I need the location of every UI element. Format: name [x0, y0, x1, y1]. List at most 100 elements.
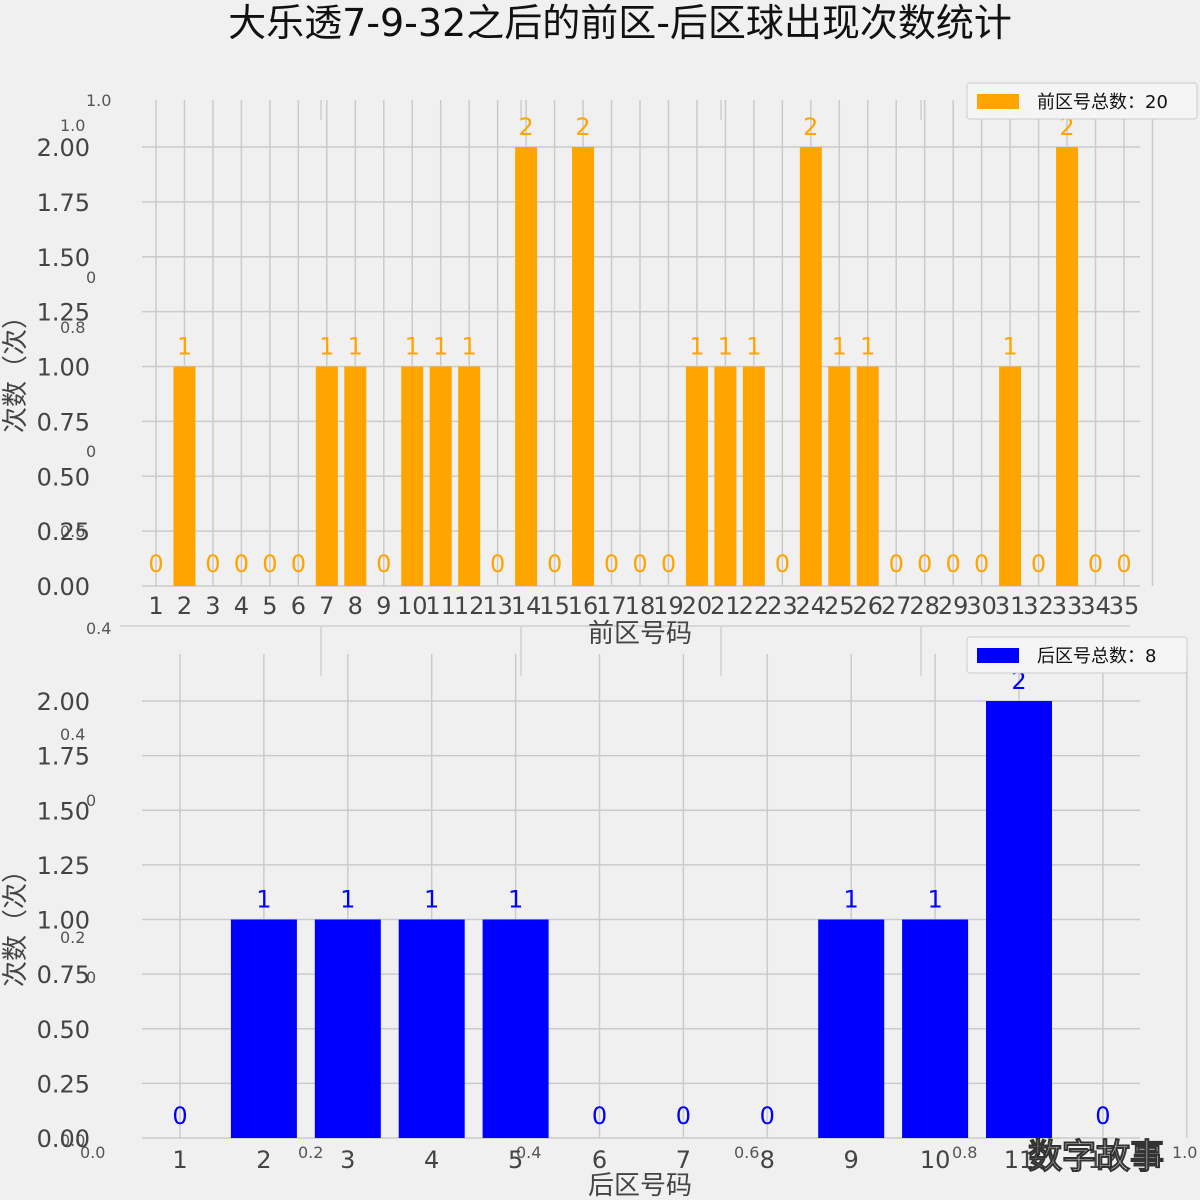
front-zone-legend-swatch	[977, 94, 1019, 109]
back-zone-bar-value-label: 1	[256, 886, 271, 914]
back-zone-x-tick-label: 1	[172, 1146, 187, 1174]
back-zone-y-ticks: 0.00 0.25 0.50 0.75 1.00 1.25 1.50 1.75 2.00	[37, 688, 90, 1153]
front-zone-legend-frame	[966, 82, 1198, 120]
front-zone-x-tick-label: 3	[205, 592, 220, 620]
front-zone-x-tick-label: 7	[319, 592, 334, 620]
front-zone-y-ticks: 0.00 0.25 0.50 0.75 1.00 1.25 1.50 1.75 2.00	[37, 134, 90, 601]
back-zone-x-tick-label: 4	[424, 1146, 439, 1174]
front-zone-x-tick-label: 34	[1080, 592, 1111, 620]
background-tick-label: 0.6	[60, 522, 85, 541]
front-zone-x-tick-label: 28	[909, 592, 940, 620]
back-zone-legend-frame	[966, 636, 1188, 674]
front-zone-x-tick-label: 1	[148, 592, 163, 620]
back-zone-y-tick-label: 0.25	[37, 1070, 90, 1098]
front-zone-x-tick-label: 23	[767, 592, 798, 620]
back-zone-x-tick-label: 11	[1004, 1146, 1035, 1174]
front-zone-x-tick-label: 26	[852, 592, 883, 620]
back-zone-x-tick-label: 9	[844, 1146, 859, 1174]
front-zone-bar-value-label: 2	[575, 113, 590, 141]
front-zone-x-tick-label: 35	[1109, 592, 1140, 620]
back-zone-y-tick-label: 1.25	[37, 852, 90, 880]
background-tick-label: 1.0	[1172, 1143, 1197, 1162]
front-zone-bar-value-label: 0	[262, 550, 277, 578]
background-tick-label: 0.6	[734, 1143, 759, 1162]
front-zone-x-tick-label: 6	[291, 592, 306, 620]
front-zone-x-ticks: 1 2 3 4 5 6 7 8 9 1011121314151617181920212223242…	[148, 592, 1139, 620]
front-zone-bar-value-label: 1	[348, 333, 363, 361]
front-zone-bar	[999, 366, 1022, 586]
back-zone-y-axis-label: 次数（次）	[1, 857, 31, 987]
back-zone-bar-value-label: 1	[340, 886, 355, 914]
front-zone-bar	[828, 366, 851, 586]
front-zone-x-tick-label: 14	[511, 592, 542, 620]
back-zone-y-tick-label: 1.75	[37, 743, 90, 771]
front-zone-x-tick-label: 21	[710, 592, 741, 620]
back-zone-bar-value-label: 0	[760, 1102, 775, 1130]
front-zone-x-tick-label: 19	[653, 592, 684, 620]
front-zone-x-tick-label: 15	[539, 592, 570, 620]
front-zone-bar-value-label: 0	[1088, 550, 1103, 578]
back-zone-bar-value-label: 2	[1011, 667, 1026, 695]
front-zone-x-tick-label: 22	[739, 592, 770, 620]
front-zone-bar	[714, 366, 737, 586]
background-tick-label: 0.2	[298, 1143, 323, 1162]
front-zone-y-tick-label: 0.75	[37, 408, 90, 436]
front-zone-bar-value-label: 0	[1116, 550, 1131, 578]
back-zone-bar	[398, 919, 465, 1138]
front-zone-legend: 前区号总数：20	[966, 82, 1198, 120]
back-zone-x-tick-label: 7	[676, 1146, 691, 1174]
back-zone-x-ticks: 1 2 3 4 5 6 7 8 9 10 11 12	[172, 1146, 1118, 1174]
front-zone-bar-value-label: 0	[917, 550, 932, 578]
front-zone-bar-value-label: 0	[547, 550, 562, 578]
front-zone-y-tick-label: 1.75	[37, 189, 90, 217]
back-zone-bar	[986, 701, 1052, 1138]
front-zone-bar-value-label: 1	[462, 333, 477, 361]
front-zone-x-tick-label: 12	[454, 592, 485, 620]
front-zone-bar	[799, 147, 822, 586]
front-zone-y-tick-label: 1.50	[37, 244, 90, 272]
back-zone-x-tick-label: 10	[920, 1146, 951, 1174]
front-zone-bars	[173, 147, 1079, 586]
back-zone-y-tick-label: 1.50	[37, 797, 90, 825]
back-zone-legend-label: 后区号总数：8	[1037, 646, 1156, 667]
front-zone-y-tick-label: 2.00	[37, 134, 90, 162]
background-tick-label: 0.8	[60, 318, 85, 337]
front-zone-bar-value-label: 1	[689, 333, 704, 361]
front-zone-x-axis-label: 前区号码	[588, 619, 692, 649]
front-zone-bar-value-label: 0	[889, 550, 904, 578]
back-zone-y-tick-label: 0.50	[37, 1016, 90, 1044]
front-zone-bar-value-label: 0	[661, 550, 676, 578]
front-zone-x-tick-label: 13	[482, 592, 513, 620]
back-zone-y-tick-label: 1.00	[37, 907, 90, 935]
front-zone-bar-value-label: 2	[803, 113, 818, 141]
front-zone-bar-value-label: 1	[1002, 333, 1017, 361]
front-zone-bar	[315, 366, 338, 586]
front-zone-y-tick-label: 0.25	[37, 518, 90, 546]
back-zone-legend-swatch	[977, 648, 1019, 663]
front-zone-bar-value-label: 0	[632, 550, 647, 578]
front-zone-x-tick-label: 24	[796, 592, 827, 620]
back-zone-x-tick-label: 8	[760, 1146, 775, 1174]
front-zone-bar-value-label: 1	[405, 333, 420, 361]
front-zone-bar-value-label: 0	[376, 550, 391, 578]
background-tick-label: 0.4	[60, 725, 85, 744]
back-zone-bar	[482, 919, 549, 1138]
back-zone-x-axis-label: 后区号码	[588, 1171, 692, 1200]
front-zone-bar-value-label: 1	[860, 333, 875, 361]
background-tick-label: 0.4	[86, 619, 111, 638]
front-zone-x-tick-label: 20	[682, 592, 713, 620]
front-zone-bar-value-label: 2	[518, 113, 533, 141]
front-zone-bar-value-label: 0	[974, 550, 989, 578]
front-zone-x-tick-label: 17	[596, 592, 627, 620]
front-zone-bar	[458, 366, 481, 586]
front-zone-x-tick-label: 5	[262, 592, 277, 620]
front-zone-x-tick-label: 11	[425, 592, 456, 620]
front-zone-bar-value-label: 1	[319, 333, 334, 361]
front-zone-x-tick-label: 33	[1052, 592, 1083, 620]
front-zone-bar	[401, 366, 424, 586]
back-zone-bar-value-label: 1	[508, 886, 523, 914]
front-zone-y-tick-label: 0.00	[37, 573, 90, 601]
back-zone-bar	[818, 919, 885, 1138]
front-zone-x-tick-label: 25	[824, 592, 855, 620]
